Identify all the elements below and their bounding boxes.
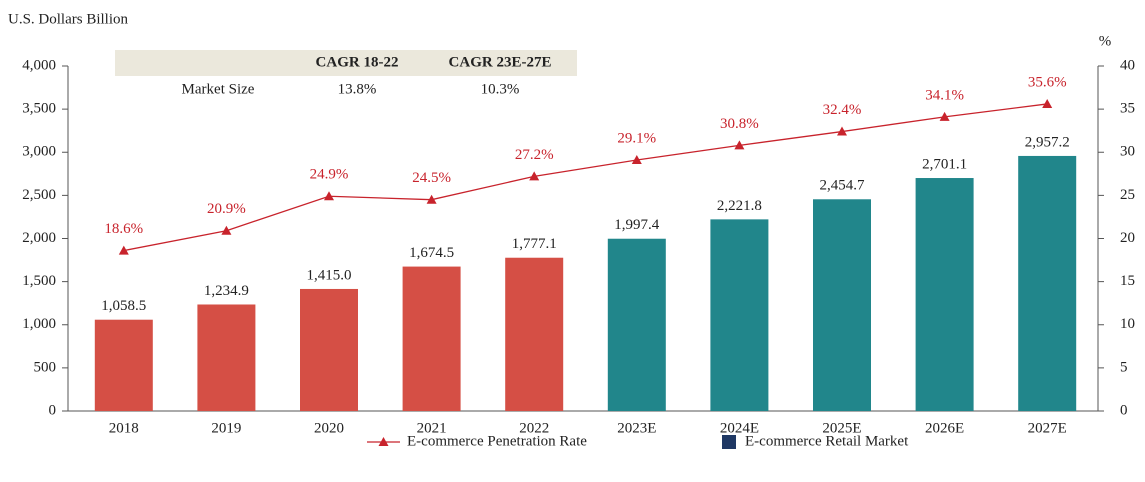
legend-label: E-commerce Penetration Rate [407,433,587,449]
y2-axis-label: % [1099,33,1112,49]
bar [813,199,871,411]
line-marker [939,111,950,121]
line-value-label: 24.9% [310,167,349,183]
bar-value-label: 2,701.1 [922,156,967,172]
y-tick-label: 3,000 [22,144,56,160]
line-value-label: 30.8% [720,116,759,132]
line-marker [221,225,232,235]
line-marker [734,140,745,150]
bar-value-label: 2,957.2 [1025,134,1070,150]
line-value-label: 18.6% [104,221,143,237]
x-tick-label: 2020 [314,420,344,436]
y-tick-label: 2,000 [22,230,56,246]
table-cell: Market Size [182,81,255,97]
bar [197,304,256,411]
y2-tick-label: 20 [1120,230,1135,246]
line-marker [426,194,437,204]
line-marker [529,171,540,181]
x-tick-label: 2022 [519,420,549,436]
y2-tick-label: 30 [1120,144,1135,160]
bar-value-label: 2,221.8 [717,198,762,214]
line-marker [631,155,642,165]
bar [94,319,153,411]
bar [402,266,461,411]
bar [505,257,564,411]
line-marker [324,191,334,201]
bar-value-label: 1,058.5 [101,298,146,314]
table-column-header: CAGR 23E-27E [449,54,552,70]
line-value-label: 32.4% [823,102,862,118]
y2-tick-label: 25 [1120,187,1135,203]
y-tick-label: 3,500 [22,101,56,117]
y2-tick-label: 40 [1120,57,1135,73]
line-value-label: 35.6% [1028,74,1067,90]
line-marker [1042,98,1053,108]
y-axis-label: U.S. Dollars Billion [8,11,129,27]
y2-tick-label: 5 [1120,359,1128,375]
bar-value-label: 2,454.7 [820,178,866,194]
bar [607,238,666,411]
line-value-label: 20.9% [207,201,246,217]
y-tick-label: 500 [34,359,57,375]
x-tick-label: 2023E [617,420,656,436]
legend-swatch [722,435,736,449]
x-tick-label: 2018 [109,420,139,436]
table-header-bg [115,50,577,76]
y2-tick-label: 15 [1120,273,1135,289]
x-tick-label: 2024E [720,420,759,436]
legend-label: E-commerce Retail Market [745,433,909,449]
y-tick-label: 2,500 [22,187,56,203]
line-marker [118,245,129,255]
bar-value-label: 1,674.5 [409,245,454,261]
line-value-label: 34.1% [925,87,964,103]
x-tick-label: 2025E [822,420,861,436]
y-tick-label: 1,000 [22,316,56,332]
bar-value-label: 1,777.1 [512,236,557,252]
y-tick-label: 0 [49,402,57,418]
bar [1018,155,1077,411]
x-tick-label: 2026E [925,420,964,436]
y-tick-label: 4,000 [22,57,56,73]
bar [300,288,358,411]
table-column-header: CAGR 18-22 [316,54,399,70]
y2-tick-label: 10 [1120,316,1135,332]
x-tick-label: 2021 [417,420,447,436]
table-cell: 13.8% [338,81,377,97]
bar-value-label: 1,415.0 [307,267,352,283]
x-tick-label: 2019 [211,420,241,436]
table-cell: 10.3% [481,81,520,97]
line-marker [837,126,847,136]
line-value-label: 24.5% [412,170,451,186]
bar-value-label: 1,234.9 [204,283,249,299]
line-value-label: 27.2% [515,147,554,163]
legend-marker [378,437,389,446]
bar [915,178,974,411]
y-tick-label: 1,500 [22,273,56,289]
x-tick-label: 2027E [1028,420,1067,436]
line [123,103,1048,252]
bar [710,219,769,411]
y2-tick-label: 35 [1120,101,1135,117]
line-value-label: 29.1% [617,130,656,146]
bar-value-label: 1,997.4 [614,217,660,233]
y2-tick-label: 0 [1120,402,1128,418]
